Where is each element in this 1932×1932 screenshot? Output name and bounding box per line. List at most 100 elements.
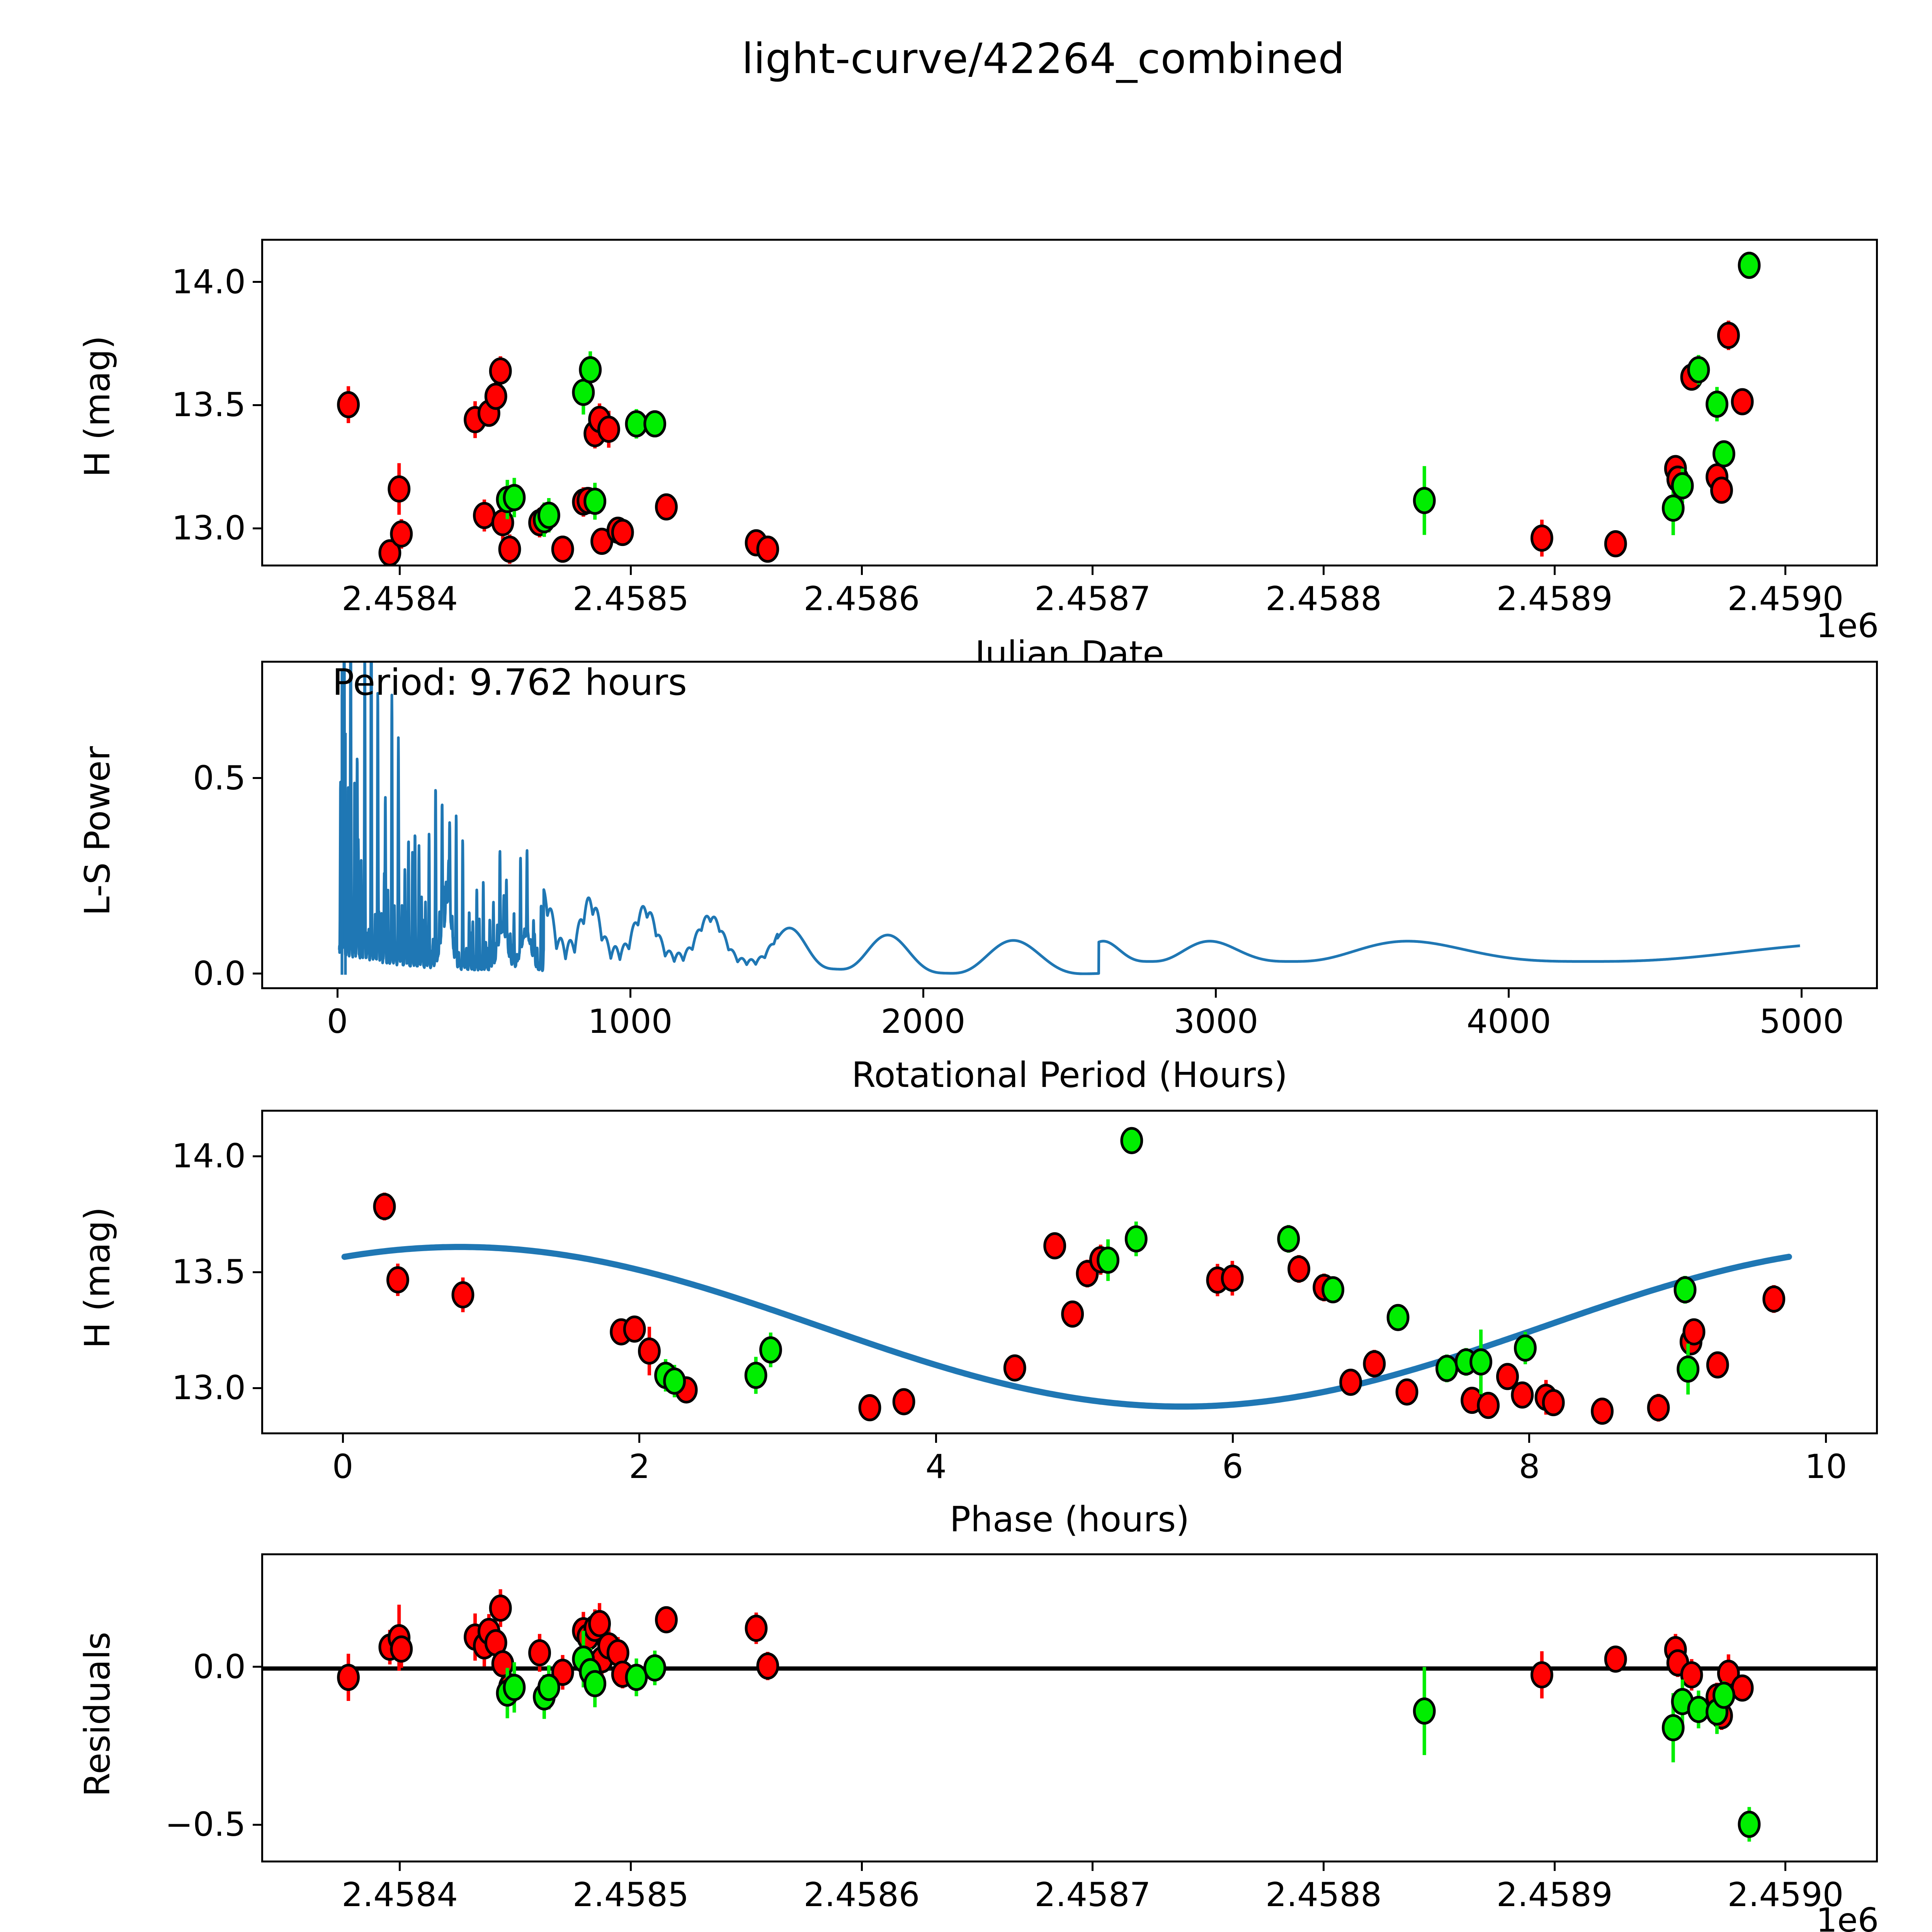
y-tick-label: 13.0 bbox=[172, 509, 246, 548]
data-point bbox=[1738, 1811, 1761, 1838]
x-tick-label: 2.4590 bbox=[1727, 1876, 1844, 1914]
x-tick-mark bbox=[861, 1862, 863, 1871]
data-point bbox=[1386, 1304, 1410, 1331]
x-tick-mark bbox=[638, 1434, 641, 1443]
data-point bbox=[858, 1394, 881, 1422]
light-curve-ylabel: H (mag) bbox=[77, 335, 118, 477]
x-tick-mark bbox=[1528, 1434, 1531, 1443]
y-tick-mark bbox=[253, 1387, 261, 1389]
data-point bbox=[1662, 1714, 1685, 1742]
phase-folded-panel bbox=[261, 1110, 1878, 1434]
x-tick-mark bbox=[1322, 1862, 1325, 1871]
data-point bbox=[643, 410, 667, 438]
data-point bbox=[643, 1654, 667, 1682]
data-point bbox=[1604, 1645, 1627, 1673]
data-point bbox=[1514, 1334, 1537, 1362]
data-point bbox=[528, 1639, 551, 1667]
data-point bbox=[1061, 1300, 1084, 1328]
x-tick-label: 2.4587 bbox=[1034, 1876, 1151, 1914]
data-point bbox=[745, 1614, 768, 1642]
y-tick-mark bbox=[253, 527, 261, 529]
phase-folded-plot-area bbox=[341, 1127, 1792, 1425]
data-point bbox=[756, 1652, 779, 1680]
periodogram-plot-area bbox=[338, 663, 1801, 975]
data-point bbox=[1277, 1225, 1300, 1253]
data-point bbox=[378, 539, 401, 565]
data-point bbox=[390, 520, 413, 548]
data-point bbox=[1124, 1225, 1148, 1253]
data-point bbox=[551, 536, 574, 563]
data-point bbox=[655, 1606, 678, 1634]
data-point bbox=[1530, 1661, 1553, 1689]
data-point bbox=[1542, 1389, 1565, 1417]
data-point bbox=[537, 1673, 560, 1701]
x-tick-label: 2000 bbox=[881, 1002, 966, 1041]
data-point bbox=[1673, 1276, 1697, 1304]
light-curve-plot-area bbox=[337, 252, 1761, 565]
x-tick-label: 6 bbox=[1222, 1447, 1243, 1486]
sinusoid-fit-curve bbox=[341, 1244, 1792, 1410]
data-point bbox=[1097, 1247, 1119, 1274]
x-tick-label: 2.4585 bbox=[572, 580, 689, 618]
x-tick-mark bbox=[1801, 989, 1803, 998]
data-point bbox=[892, 1388, 915, 1415]
data-point bbox=[1435, 1355, 1458, 1382]
data-point bbox=[663, 1367, 686, 1395]
x-tick-mark bbox=[922, 989, 924, 998]
y-tick-mark bbox=[253, 777, 261, 779]
data-point bbox=[337, 391, 360, 418]
y-tick-label: 0.5 bbox=[193, 759, 246, 798]
data-point bbox=[1321, 1276, 1345, 1304]
y-tick-mark bbox=[253, 1271, 261, 1273]
x-tick-mark bbox=[629, 1862, 632, 1871]
x-tick-mark bbox=[1092, 1862, 1094, 1871]
data-point bbox=[388, 475, 411, 503]
x-tick-mark bbox=[1322, 566, 1325, 575]
y-tick-label: 13.0 bbox=[172, 1369, 246, 1407]
light-curve-panel bbox=[261, 239, 1878, 566]
data-point bbox=[1604, 530, 1627, 558]
data-point bbox=[611, 519, 634, 546]
residuals-panel bbox=[261, 1553, 1878, 1862]
y-tick-label: 14.0 bbox=[172, 1137, 246, 1175]
data-point bbox=[491, 1650, 514, 1678]
x-tick-label: 2.4588 bbox=[1265, 580, 1382, 618]
data-point bbox=[1363, 1350, 1386, 1378]
x-tick-mark bbox=[1553, 566, 1556, 575]
data-point bbox=[1706, 1351, 1729, 1379]
x-tick-label: 0 bbox=[332, 1447, 354, 1486]
y-tick-label: 13.5 bbox=[172, 386, 246, 425]
x-tick-label: 4 bbox=[925, 1447, 947, 1486]
light-curve-x-offset-label: 1e6 bbox=[1816, 607, 1879, 645]
data-point bbox=[1687, 1696, 1710, 1723]
data-point bbox=[1677, 1355, 1700, 1383]
x-tick-label: 0 bbox=[327, 1002, 348, 1041]
data-point bbox=[1591, 1398, 1614, 1425]
data-point bbox=[1671, 472, 1694, 500]
residuals-ylabel: Residuals bbox=[77, 1632, 118, 1797]
data-point bbox=[572, 379, 595, 406]
x-tick-label: 5000 bbox=[1759, 1002, 1844, 1041]
residuals-plot-area bbox=[263, 1589, 1876, 1842]
data-point bbox=[489, 1594, 512, 1622]
green-filter-series bbox=[496, 1631, 1761, 1842]
data-point bbox=[1221, 1264, 1244, 1292]
x-tick-label: 2.4587 bbox=[1034, 580, 1151, 618]
data-point bbox=[756, 536, 779, 563]
data-point bbox=[655, 493, 678, 520]
x-tick-label: 2.4589 bbox=[1496, 580, 1613, 618]
data-point bbox=[588, 1610, 611, 1637]
x-tick-mark bbox=[1784, 566, 1787, 575]
x-tick-mark bbox=[399, 1862, 401, 1871]
data-point bbox=[1682, 1318, 1706, 1345]
x-tick-label: 2.4590 bbox=[1727, 580, 1844, 618]
x-tick-mark bbox=[342, 1434, 344, 1443]
data-point bbox=[1712, 440, 1735, 468]
data-point bbox=[1762, 1285, 1786, 1313]
data-point bbox=[583, 1670, 607, 1697]
data-point bbox=[1731, 1674, 1754, 1702]
data-point bbox=[744, 1362, 767, 1389]
data-point bbox=[1120, 1127, 1143, 1154]
data-point bbox=[1687, 356, 1710, 384]
